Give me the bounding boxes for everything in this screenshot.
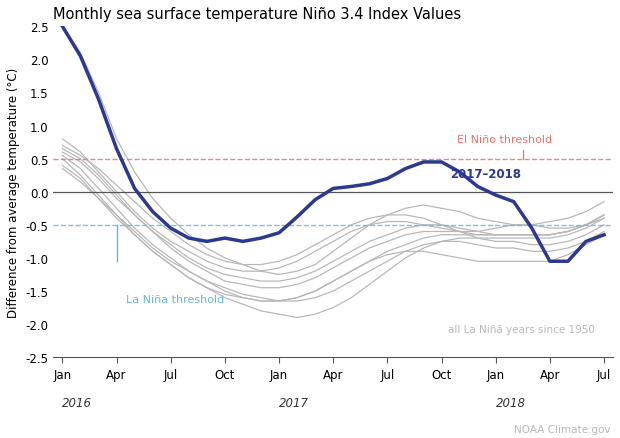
Text: 2017: 2017 bbox=[279, 396, 309, 409]
Text: 2017–2018: 2017–2018 bbox=[451, 167, 521, 180]
Text: El Niño threshold: El Niño threshold bbox=[457, 135, 552, 145]
Text: all La Niñā years since 1950: all La Niñā years since 1950 bbox=[448, 324, 595, 334]
Text: La Niña threshold: La Niña threshold bbox=[126, 295, 224, 305]
Text: 2018: 2018 bbox=[496, 396, 526, 409]
Text: 2016: 2016 bbox=[63, 396, 92, 409]
Text: Monthly sea surface temperature Niño 3.4 Index Values: Monthly sea surface temperature Niño 3.4… bbox=[53, 7, 461, 22]
Y-axis label: Difference from average temperature (°C): Difference from average temperature (°C) bbox=[7, 67, 20, 317]
Text: NOAA Climate.gov: NOAA Climate.gov bbox=[514, 424, 611, 434]
